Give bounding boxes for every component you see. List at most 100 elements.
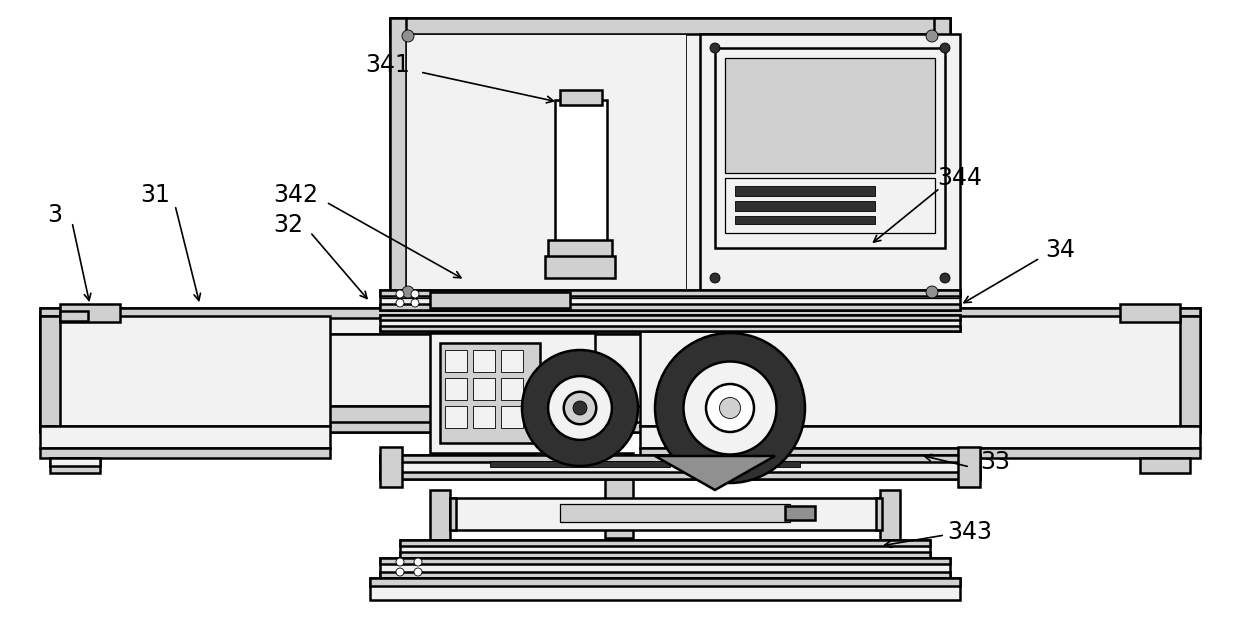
Bar [445,406,467,428]
Circle shape [410,290,419,298]
Bar [1120,304,1180,322]
Circle shape [414,558,422,566]
Circle shape [711,43,720,53]
Bar [1180,316,1200,426]
Text: 34: 34 [1045,238,1075,262]
Bar [379,326,960,331]
Circle shape [940,43,950,53]
Bar [40,422,1200,432]
Circle shape [410,299,419,307]
Bar [379,447,402,487]
Bar [379,558,950,564]
Circle shape [573,401,587,415]
Circle shape [926,30,937,42]
Circle shape [706,384,754,432]
Bar [40,426,330,448]
Circle shape [940,273,950,283]
Bar [640,316,1200,426]
Bar [472,406,495,428]
Bar [379,290,960,296]
Bar [401,540,930,546]
Bar [546,256,615,278]
Bar [701,461,800,467]
Bar [501,406,523,428]
Bar [640,448,1200,458]
Bar [445,350,467,372]
Bar [430,490,450,540]
Bar [490,461,670,467]
Bar [40,308,1200,334]
Bar [640,426,1200,448]
Circle shape [564,392,596,424]
Bar [391,18,950,310]
Bar [959,447,980,487]
Text: 343: 343 [947,520,992,544]
Bar [785,506,815,520]
Bar [379,315,960,331]
Bar [391,294,950,310]
Bar [370,578,960,586]
Text: 344: 344 [937,166,982,190]
Text: 32: 32 [273,213,303,237]
Circle shape [396,558,404,566]
Circle shape [655,333,805,483]
Text: 3: 3 [47,203,62,227]
Bar [379,472,980,479]
Text: 341: 341 [366,53,410,77]
Bar [735,186,875,196]
Bar [472,378,495,400]
Bar [391,18,405,310]
Bar [60,304,120,322]
Bar [40,334,1200,406]
Bar [40,406,1200,432]
Bar [379,290,960,310]
Circle shape [396,299,404,307]
Bar [548,240,613,260]
Bar [440,343,539,443]
Bar [40,448,330,458]
Bar [60,311,88,321]
Bar [40,308,1200,318]
Bar [50,458,100,473]
Bar [40,316,330,426]
Bar [1140,458,1190,473]
Text: 33: 33 [980,450,1011,474]
Circle shape [926,286,937,298]
Bar [379,455,980,462]
Circle shape [548,376,611,440]
Circle shape [402,286,414,298]
Bar [50,458,100,466]
Bar [401,540,930,558]
Bar [379,558,950,578]
Bar [405,34,686,294]
Bar [472,350,495,372]
Bar [934,18,950,310]
Text: 31: 31 [140,183,170,207]
Bar [875,498,882,530]
Bar [501,350,523,372]
Bar [556,100,608,245]
Circle shape [402,30,414,42]
Bar [725,58,935,173]
Circle shape [396,290,404,298]
Bar [450,498,880,530]
Bar [735,201,875,211]
Bar [401,552,930,558]
Bar [430,333,595,453]
Bar [880,490,900,540]
Bar [379,315,960,320]
Bar [701,34,960,294]
Bar [715,48,945,248]
Bar [450,498,456,530]
Polygon shape [655,456,775,490]
Circle shape [522,350,639,466]
Text: 342: 342 [274,183,319,207]
Circle shape [683,362,776,455]
Bar [379,304,960,310]
Bar [560,504,790,522]
Bar [501,378,523,400]
Bar [379,455,980,479]
Circle shape [719,397,740,419]
Bar [725,178,935,233]
Bar [560,90,601,105]
